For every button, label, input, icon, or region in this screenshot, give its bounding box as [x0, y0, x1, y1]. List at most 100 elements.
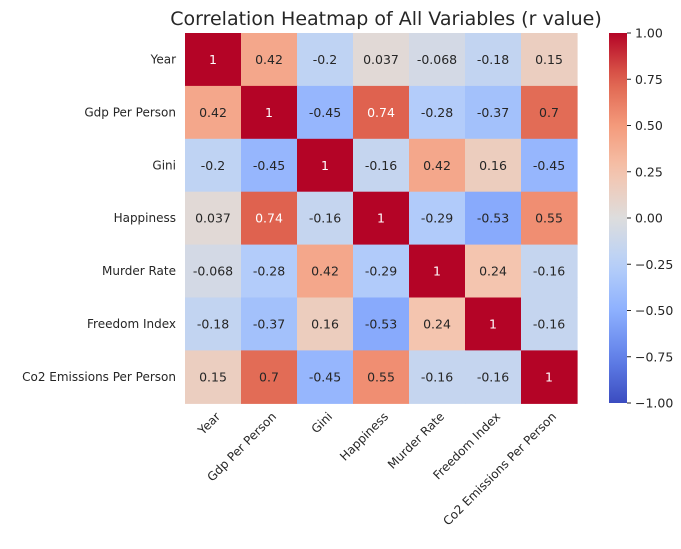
heatmap-cell [297, 191, 354, 246]
y-tick-label: Gdp Per Person [84, 105, 176, 119]
heatmap-cell [353, 244, 410, 299]
cell-value-label: -0.16 [309, 211, 341, 226]
y-tick-label: Gini [152, 158, 176, 172]
cell-value-label: 0.24 [423, 316, 451, 331]
cell-value-label: 0.74 [367, 105, 395, 120]
cell-value-label: -0.37 [253, 316, 285, 331]
cell-value-label: -0.29 [421, 211, 453, 226]
y-tick-label: Year [150, 52, 176, 66]
colorbar [609, 33, 627, 403]
cell-value-label: -0.28 [421, 105, 453, 120]
heatmap-cell [521, 85, 578, 140]
heatmap-cell [465, 191, 522, 246]
heatmap-cell [353, 85, 410, 140]
heatmap-cell [241, 244, 298, 299]
cell-value-label: -0.28 [253, 264, 285, 279]
heatmap-cell [241, 350, 298, 404]
cell-value-label: 0.7 [539, 105, 559, 120]
heatmap-cell [297, 85, 354, 140]
heatmap-cell [241, 138, 298, 193]
heatmap-cell [241, 33, 298, 87]
colorbar-tick-label: 1.00 [635, 26, 663, 41]
heatmap-cell [465, 138, 522, 193]
cell-value-label: 0.037 [195, 211, 231, 226]
cell-value-label: -0.2 [201, 158, 225, 173]
heatmap-cell [465, 350, 522, 404]
cell-value-label: -0.53 [477, 211, 509, 226]
heatmap-cell [409, 138, 466, 193]
cell-value-label: -0.18 [477, 52, 509, 67]
y-tick-label: Co2 Emissions Per Person [22, 370, 176, 384]
heatmap-cell [353, 350, 410, 404]
cell-value-label: 0.42 [255, 52, 283, 67]
colorbar-tick-label: 0.25 [635, 164, 663, 179]
heatmap-cell [409, 350, 466, 404]
colorbar-tick-label: 0.75 [635, 72, 663, 87]
cell-value-label: 0.42 [423, 158, 451, 173]
cell-value-label: 0.7 [259, 369, 279, 384]
heatmap-cell [297, 244, 354, 299]
heatmap-cell [521, 297, 578, 351]
heatmap-cell [241, 191, 298, 246]
heatmap-cell [241, 297, 298, 351]
cell-value-label: 0.16 [479, 158, 507, 173]
cell-value-label: 1 [545, 369, 553, 384]
cell-value-label: 1 [377, 211, 385, 226]
heatmap-cell [353, 138, 410, 193]
heatmap-cell [353, 297, 410, 351]
cell-value-label: 0.55 [367, 369, 395, 384]
cell-value-label: -0.29 [365, 264, 397, 279]
cell-value-label: 1 [489, 316, 497, 331]
y-axis-labels: Year Gdp Per Person Gini Happiness Murder Ra… [22, 52, 176, 383]
colorbar-tick-label: 0.00 [635, 211, 663, 226]
x-tick-label: Gini [309, 410, 336, 437]
heatmap-cell [297, 350, 354, 404]
cell-value-label: -0.16 [477, 369, 509, 384]
colorbar-ticks: 1.00 0.75 0.50 0.25 0.00 −0.25 −0.50 −0.75 −1.00 [627, 26, 673, 411]
cell-value-label: -0.53 [365, 316, 397, 331]
heatmap-cell [353, 191, 410, 246]
cell-value-label: 0.24 [479, 264, 507, 279]
heatmap-cell [521, 244, 578, 299]
heatmap-cell [185, 191, 242, 246]
heatmap-cell [409, 85, 466, 140]
heatmap-cell [185, 244, 242, 299]
cell-value-label: -0.068 [193, 264, 233, 279]
cell-value-label: -0.45 [253, 158, 285, 173]
colorbar-tick-label: 0.50 [635, 118, 663, 133]
cell-value-label: -0.2 [313, 52, 337, 67]
heatmap-cell [409, 244, 466, 299]
heatmap-cell [185, 350, 242, 404]
cell-value-label: 0.55 [535, 211, 563, 226]
heatmap-cell [521, 138, 578, 193]
heatmap-cells: 1 0.42 -0.2 0.037 -0.068 -0.18 0.15 0.42 1 -0.45 0… [185, 33, 578, 404]
cell-value-label: 1 [321, 158, 329, 173]
colorbar-tick-label: −0.25 [635, 257, 673, 272]
colorbar-tick-label: −1.00 [635, 396, 673, 411]
cell-value-label: -0.37 [477, 105, 509, 120]
cell-value-label: 0.037 [363, 52, 399, 67]
cell-value-label: -0.45 [533, 158, 565, 173]
cell-value-label: -0.16 [533, 264, 565, 279]
cell-value-label: -0.16 [365, 158, 397, 173]
colorbar-tick-label: −0.50 [635, 303, 673, 318]
heatmap-cell [465, 297, 522, 351]
colorbar-tick-label: −0.75 [635, 349, 673, 364]
cell-value-label: 0.16 [311, 316, 339, 331]
y-tick-label: Murder Rate [102, 264, 176, 278]
cell-value-label: 0.74 [255, 211, 283, 226]
heatmap-cell [409, 191, 466, 246]
heatmap-cell [297, 297, 354, 351]
x-tick-label: Murder Rate [385, 410, 447, 472]
x-tick-label: Co2 Emissions Per Person [440, 410, 559, 529]
cell-value-label: 1 [433, 264, 441, 279]
heatmap-cell [521, 350, 578, 404]
heatmap-cell [185, 138, 242, 193]
heatmap-cell [185, 33, 242, 87]
x-tick-label: Year [195, 409, 224, 438]
heatmap-cell [521, 191, 578, 246]
cell-value-label: 0.15 [199, 369, 227, 384]
heatmap-cell [185, 297, 242, 351]
